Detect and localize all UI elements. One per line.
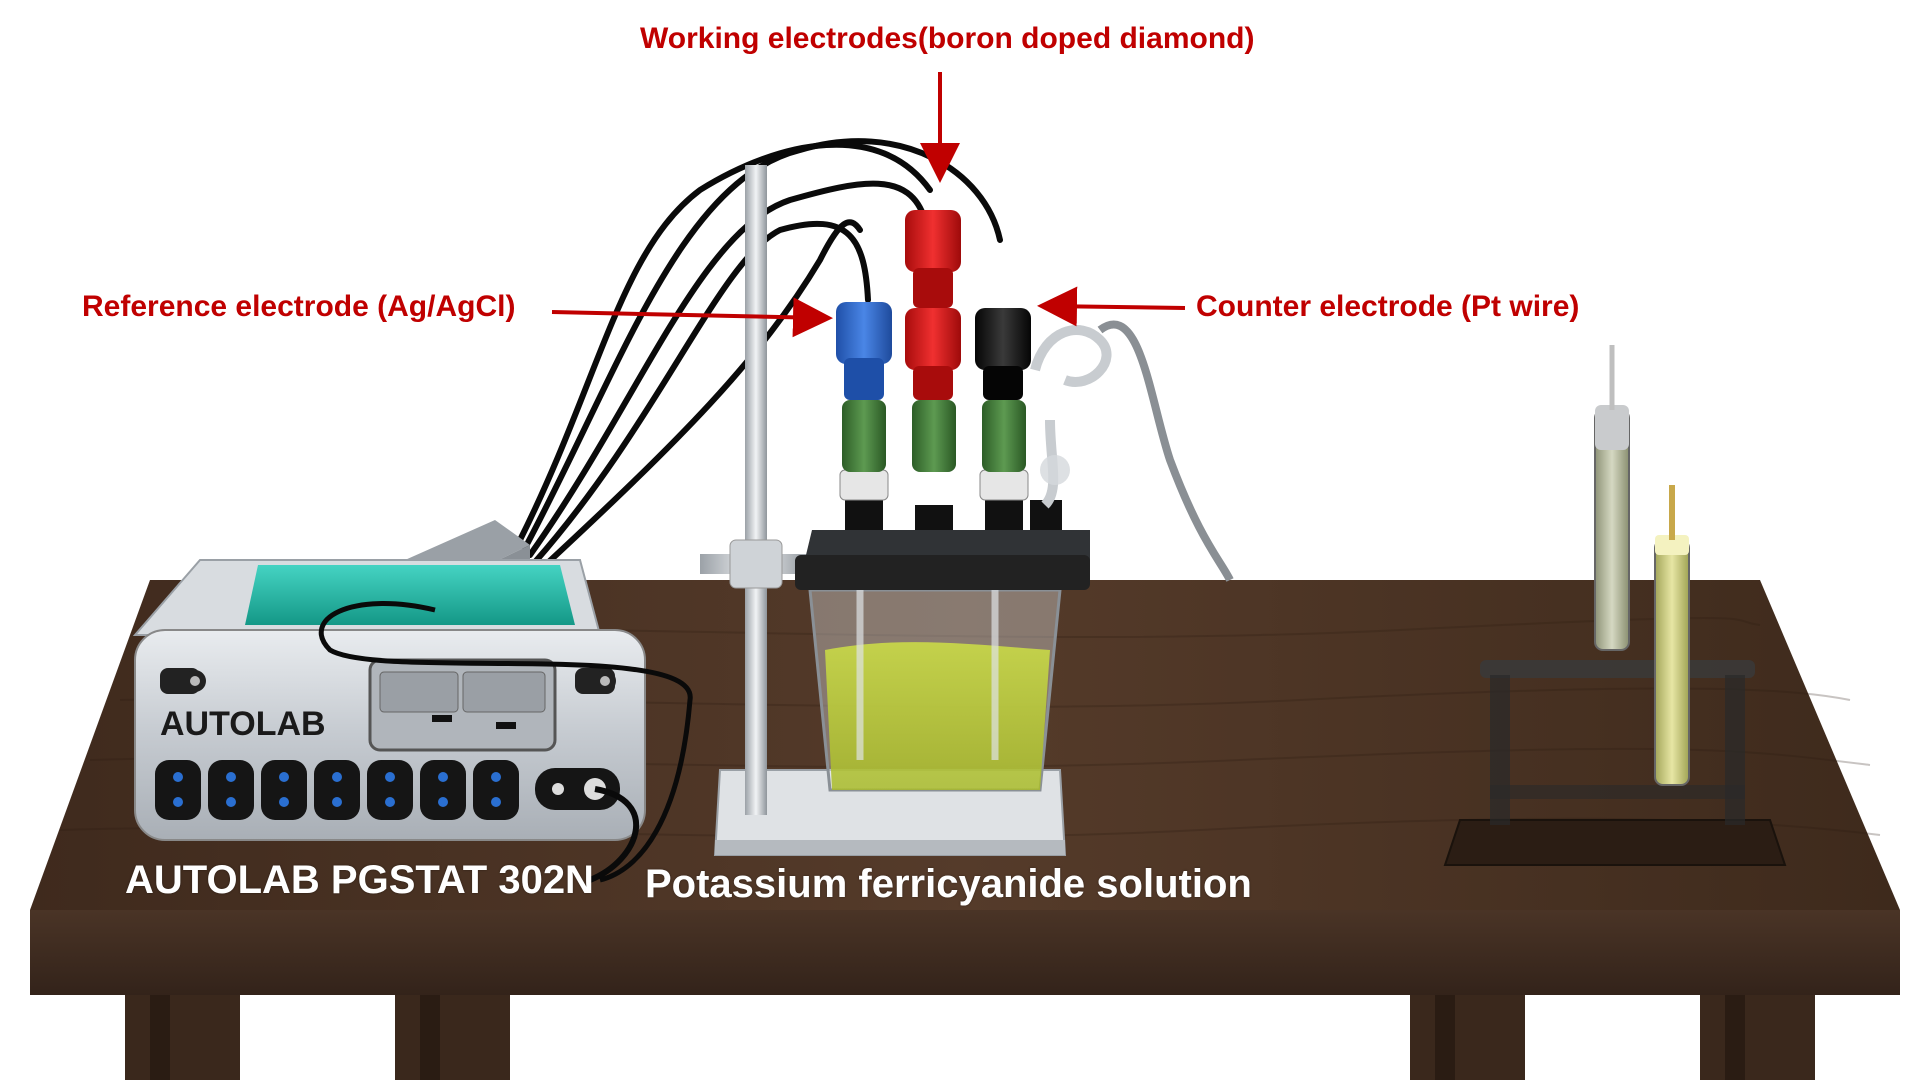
counter-electrode-clip [975,308,1031,400]
test-tube [1654,539,1690,786]
stand-rod [745,165,767,815]
table-leg [1700,995,1815,1080]
counter-electrode-glass [1030,320,1234,582]
counter-arrow [1037,286,1186,327]
reference-electrode-clip [836,302,892,400]
table-leg [125,995,240,1080]
reference-electrode-label: Reference electrode (Ag/AgCl) [82,290,516,323]
instrument-model-label: AUTOLAB PGSTAT 302N [125,858,594,902]
working-electrode-label: Working electrodes(boron doped diamond) [640,22,1255,55]
reference-arrow [551,297,833,338]
cell-lid [795,469,1090,590]
beaker [808,588,1062,792]
instrument-ports [155,760,519,820]
power-port [535,768,620,810]
table-leg [1410,995,1525,1080]
table-front-edge [30,910,1900,995]
annotation-arrows [551,72,1186,338]
instrument-brand-label: AUTOLAB [160,705,326,743]
autolab-instrument [132,559,693,883]
solution-label: Potassium ferricyanide solution [645,862,1252,906]
table-leg [395,995,510,1080]
working-electrode-clips [905,210,961,400]
instrument-top-panel [245,565,575,625]
test-tube-rack [1443,345,1787,866]
counter-electrode-label: Counter electrode (Pt wire) [1196,290,1580,323]
electrode-connectors [842,400,1026,472]
